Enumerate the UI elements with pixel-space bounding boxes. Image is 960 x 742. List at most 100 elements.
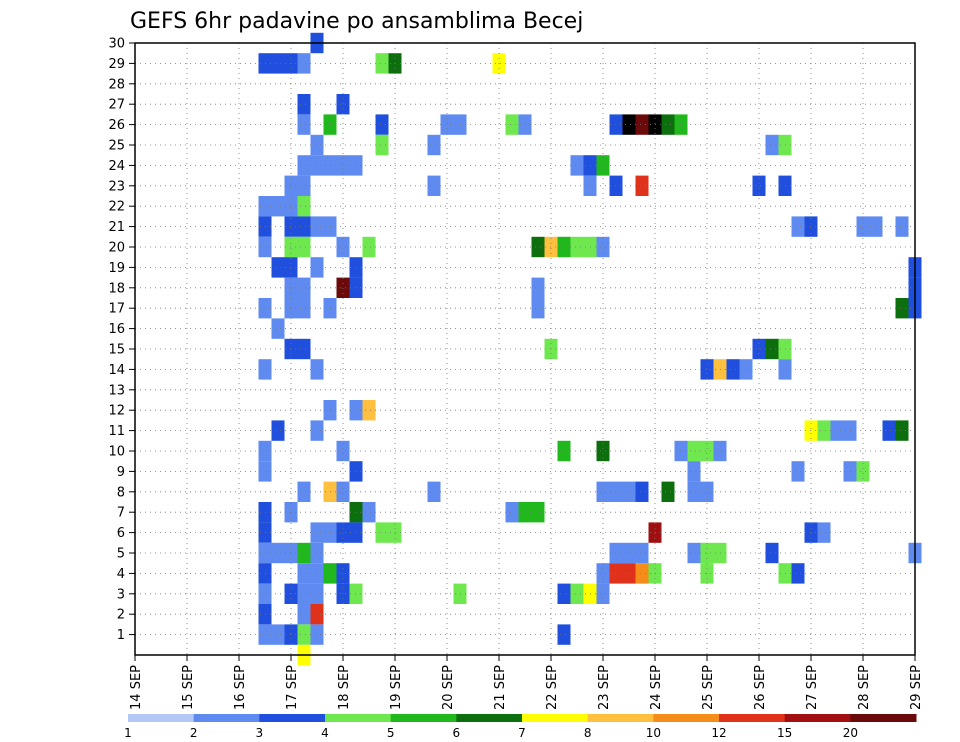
heatmap-cell: [336, 277, 350, 298]
heatmap-cell: [895, 420, 909, 441]
heatmap-cell: [271, 542, 285, 564]
heatmap-cell: [336, 522, 350, 543]
y-tick-label: 23: [108, 179, 125, 194]
heatmap-cell: [622, 114, 636, 135]
heatmap-cell: [271, 420, 285, 441]
y-tick-label: 26: [108, 118, 125, 133]
colorbar-segment: [259, 714, 326, 722]
heatmap-cell: [297, 338, 311, 360]
heatmap-cell: [557, 583, 571, 604]
heatmap-cell: [856, 216, 870, 237]
heatmap-cell: [505, 114, 519, 135]
heatmap-cell: [297, 216, 311, 237]
heatmap-cell: [310, 134, 324, 156]
heatmap-cell: [336, 440, 350, 462]
heatmap-cell: [297, 94, 311, 115]
y-tick-label: 24: [108, 159, 125, 174]
heatmap-cell: [297, 277, 311, 298]
heatmap-cell: [375, 53, 389, 74]
heatmap-cell: [310, 583, 324, 604]
x-tick-label: 14 SEP: [129, 665, 144, 710]
x-tick-label: 22 SEP: [545, 665, 560, 710]
x-tick-label: 29 SEP: [909, 665, 924, 710]
colorbar-segment: [128, 714, 195, 722]
heatmap-cell: [635, 563, 649, 584]
heatmap-cell: [635, 175, 649, 196]
heatmap-cell: [596, 236, 610, 258]
heatmap-cell: [310, 359, 324, 380]
colorbar-segment: [784, 714, 851, 722]
heatmap-cell: [596, 440, 610, 462]
colorbar-segment: [325, 714, 392, 722]
heatmap-cell: [700, 481, 714, 502]
heatmap-cell: [557, 624, 571, 645]
x-tick-label: 15 SEP: [181, 665, 196, 710]
heatmap-cell: [297, 175, 311, 196]
grid-layer: [135, 43, 915, 655]
heatmap-cell: [687, 542, 701, 564]
heatmap-cell: [791, 461, 805, 482]
heatmap-cell: [310, 542, 324, 564]
heatmap-cell: [817, 522, 831, 543]
y-tick-label: 4: [117, 567, 125, 582]
heatmap-cell: [791, 563, 805, 584]
heatmap-cell: [362, 502, 376, 523]
y-tick-label: 9: [117, 465, 125, 480]
y-tick-label: 18: [108, 281, 125, 296]
y-tick-label: 27: [108, 98, 125, 113]
heatmap-cell: [765, 134, 779, 156]
heatmap-cell: [570, 155, 584, 176]
x-tick-label: 19 SEP: [389, 665, 404, 710]
heatmap-cell: [375, 522, 389, 543]
heatmap-cell: [622, 542, 636, 564]
heatmap-cell: [297, 298, 311, 319]
y-tick-label: 13: [108, 383, 125, 398]
heatmap-cell: [895, 216, 909, 237]
heatmap-cell: [570, 236, 584, 258]
y-tick-label: 30: [108, 37, 125, 52]
x-tick-label: 28 SEP: [857, 665, 872, 710]
heatmap-cell: [336, 481, 350, 502]
heatmap-cell: [297, 604, 311, 625]
heatmap-cell: [635, 542, 649, 564]
heatmap-cell: [297, 155, 311, 176]
heatmap-cell: [336, 236, 350, 258]
x-tick-label: 18 SEP: [337, 665, 352, 710]
heatmap-cell: [765, 542, 779, 564]
colorbar-label: 6: [453, 726, 461, 740]
x-tick-label: 17 SEP: [285, 665, 300, 710]
heatmap-cell: [661, 481, 675, 502]
heatmap-cell: [297, 196, 311, 217]
heatmap-cell: [297, 53, 311, 74]
y-tick-label: 29: [108, 57, 125, 72]
heatmap-cell: [427, 134, 441, 156]
heatmap-cell: [362, 400, 376, 421]
chart-title: GEFS 6hr padavine po ansamblima Becej: [130, 9, 583, 34]
y-tick-label: 17: [108, 302, 125, 317]
heatmap-cell: [271, 318, 285, 339]
heatmap-cell: [440, 114, 454, 135]
heatmap-cell: [830, 420, 844, 441]
colorbar-label: 10: [646, 726, 661, 740]
y-tick-label: 14: [108, 363, 125, 378]
heatmap-cell: [531, 277, 545, 298]
heatmap-cell: [271, 196, 285, 217]
y-tick-label: 21: [108, 220, 125, 235]
colorbar-segment: [193, 714, 260, 722]
heatmap-cell: [297, 114, 311, 135]
colorbar-label: 2: [190, 726, 198, 740]
heatmap-cell: [375, 114, 389, 135]
heatmap-cell: [427, 175, 441, 196]
x-tick-label: 23 SEP: [597, 665, 612, 710]
colorbar-segment: [390, 714, 457, 722]
heatmap-cell: [531, 236, 545, 258]
y-axis: 1234567891011121314151617181920212223242…: [108, 37, 135, 643]
y-tick-label: 19: [108, 261, 125, 276]
heatmap-cell: [310, 257, 324, 278]
heatmap-cell: [882, 420, 896, 441]
heatmap-cell: [687, 440, 701, 462]
heatmap-cell: [310, 563, 324, 584]
heatmap-cell: [310, 624, 324, 645]
heatmap-cell: [622, 563, 636, 584]
